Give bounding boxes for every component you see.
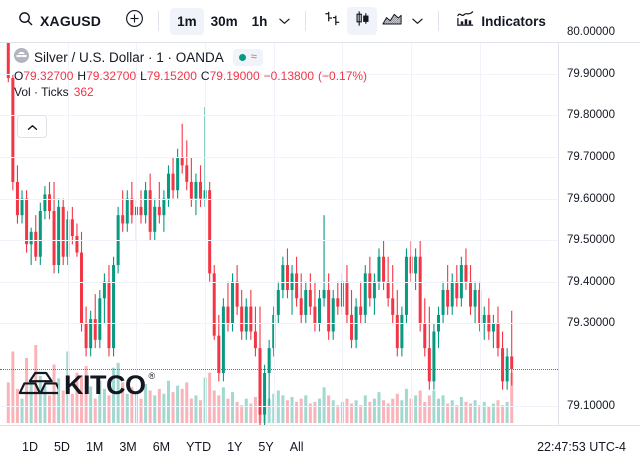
gridline: [342, 43, 343, 425]
candlestick-series: [6, 43, 514, 425]
gridline: [136, 43, 137, 425]
toolbar-divider-1: [158, 11, 160, 31]
toolbar-divider-3: [438, 11, 440, 31]
gridline: [0, 198, 558, 200]
ohlc-low-value: 79.15200: [146, 69, 197, 83]
approx-wave-icon: ≈: [250, 51, 257, 63]
interval-label: 1h: [251, 13, 268, 29]
price-tick-label: 79.40000: [567, 275, 615, 288]
price-tick-label: 79.80000: [567, 109, 615, 122]
ohlc-row: O79.32700 H79.32700 L79.15200 C79.19000 …: [14, 69, 367, 83]
toolbar-divider-2: [305, 11, 307, 31]
ohlc-close-key: C: [200, 69, 210, 83]
range-button-1m[interactable]: 1M: [85, 440, 104, 454]
gridline: [0, 157, 558, 159]
ohlc-close-value: 79.19000: [209, 69, 260, 83]
interval-dropdown-button[interactable]: [274, 8, 294, 34]
bar-series-icon: [323, 9, 342, 33]
gridline: [0, 406, 558, 408]
range-button-all[interactable]: All: [289, 440, 304, 454]
price-tick-label: 79.50000: [567, 234, 615, 247]
range-button-3m[interactable]: 3M: [119, 440, 137, 454]
symbol-search-button[interactable]: XAGUSD: [12, 7, 107, 35]
ohlc-low-key: L: [140, 69, 147, 83]
volume-label: Vol · Ticks: [14, 85, 69, 99]
chevron-down-icon: [412, 12, 423, 30]
clock-label: 22:47:53 UTC-4: [537, 440, 626, 454]
legend-title-row[interactable]: Silver / U.S. Dollar · 1 · OANDA ≈: [14, 47, 367, 68]
volume-value: 362: [73, 85, 94, 99]
chart-toolbar: XAGUSD 1m 30m 1h: [0, 0, 640, 43]
bar-series-button[interactable]: [317, 7, 347, 35]
range-button-ytd[interactable]: YTD: [186, 440, 212, 454]
plus-circle-icon: [125, 9, 144, 33]
gridline: [0, 323, 558, 325]
ohlc-change: −0.13800: [263, 69, 315, 83]
gridline: [480, 43, 481, 425]
chart-legend: Silver / U.S. Dollar · 1 · OANDA ≈ O79.3…: [14, 47, 367, 99]
volume-legend-row: Vol · Ticks 362: [14, 85, 367, 99]
date-range-buttons: 1D 5D 1M 3M 6M YTD 1Y 5Y All: [14, 435, 312, 459]
gridline: [205, 43, 206, 425]
indicators-icon: [456, 9, 475, 33]
range-button-5y[interactable]: 5Y: [258, 440, 274, 454]
gridline: [274, 43, 275, 425]
price-tick-label: 79.30000: [567, 317, 615, 330]
range-button-5d[interactable]: 5D: [53, 440, 70, 454]
market-open-dot: [238, 54, 246, 61]
interval-button-30m[interactable]: 30m: [204, 8, 245, 35]
range-button-6m[interactable]: 6M: [152, 440, 171, 454]
price-tick-label: 79.70000: [567, 151, 615, 164]
area-chart-icon: [382, 9, 403, 33]
candlestick-series-button[interactable]: [347, 7, 378, 35]
price-tick-label: 79.90000: [567, 67, 615, 80]
gridline: [411, 43, 412, 425]
bottom-status-bar: 1D 5D 1M 3M 6M YTD 1Y 5Y All 22:47:53 UTC-4: [0, 425, 640, 468]
price-tick-label: 79.60000: [567, 192, 615, 205]
legend-title: Silver / U.S. Dollar · 1 · OANDA: [34, 50, 224, 65]
interval-button-1m[interactable]: 1m: [170, 7, 204, 35]
interval-button-1h[interactable]: 1h: [245, 8, 275, 35]
add-symbol-button[interactable]: [121, 8, 147, 34]
gridline: [0, 115, 558, 117]
range-button-1y[interactable]: 1Y: [227, 440, 243, 454]
ohlc-change-percent: (−0.17%): [318, 69, 368, 83]
chevron-up-icon: [27, 118, 38, 136]
chart-type-dropdown-button[interactable]: [407, 8, 427, 34]
gridline: [0, 240, 558, 242]
symbol-label: XAGUSD: [40, 13, 102, 29]
price-tick-label: 79.10000: [567, 400, 615, 413]
chevron-down-icon: [279, 12, 290, 30]
last-price-line: [0, 368, 558, 370]
gridline: [68, 43, 69, 425]
interval-label: 1m: [177, 13, 197, 29]
market-status-badge[interactable]: ≈: [232, 49, 263, 66]
chart-type-button[interactable]: [377, 7, 407, 35]
chart-region: Silver / U.S. Dollar · 1 · OANDA ≈ O79.3…: [0, 26, 640, 450]
range-button-1d[interactable]: 1D: [22, 440, 38, 454]
search-icon: [18, 11, 33, 31]
indicators-label: Indicators: [481, 13, 546, 29]
gridline: [0, 73, 558, 75]
ohlc-open-key: O: [14, 69, 24, 83]
ohlc-high-value: 79.32700: [86, 69, 137, 83]
gridline: [0, 281, 558, 283]
price-axis[interactable]: 80.00000 79.90000 79.80000 79.70000 79.60000…: [558, 26, 640, 425]
interval-label: 30m: [210, 13, 238, 29]
chart-plot-area[interactable]: [0, 43, 558, 425]
price-tick-label: 80.00000: [567, 26, 615, 39]
silver-bar-icon: [14, 47, 29, 68]
collapse-legend-button[interactable]: [17, 115, 47, 138]
ohlc-high-key: H: [77, 69, 87, 83]
indicators-button[interactable]: Indicators: [450, 7, 552, 35]
ohlc-open-value: 79.32700: [23, 69, 74, 83]
candlestick-icon: [353, 9, 372, 33]
